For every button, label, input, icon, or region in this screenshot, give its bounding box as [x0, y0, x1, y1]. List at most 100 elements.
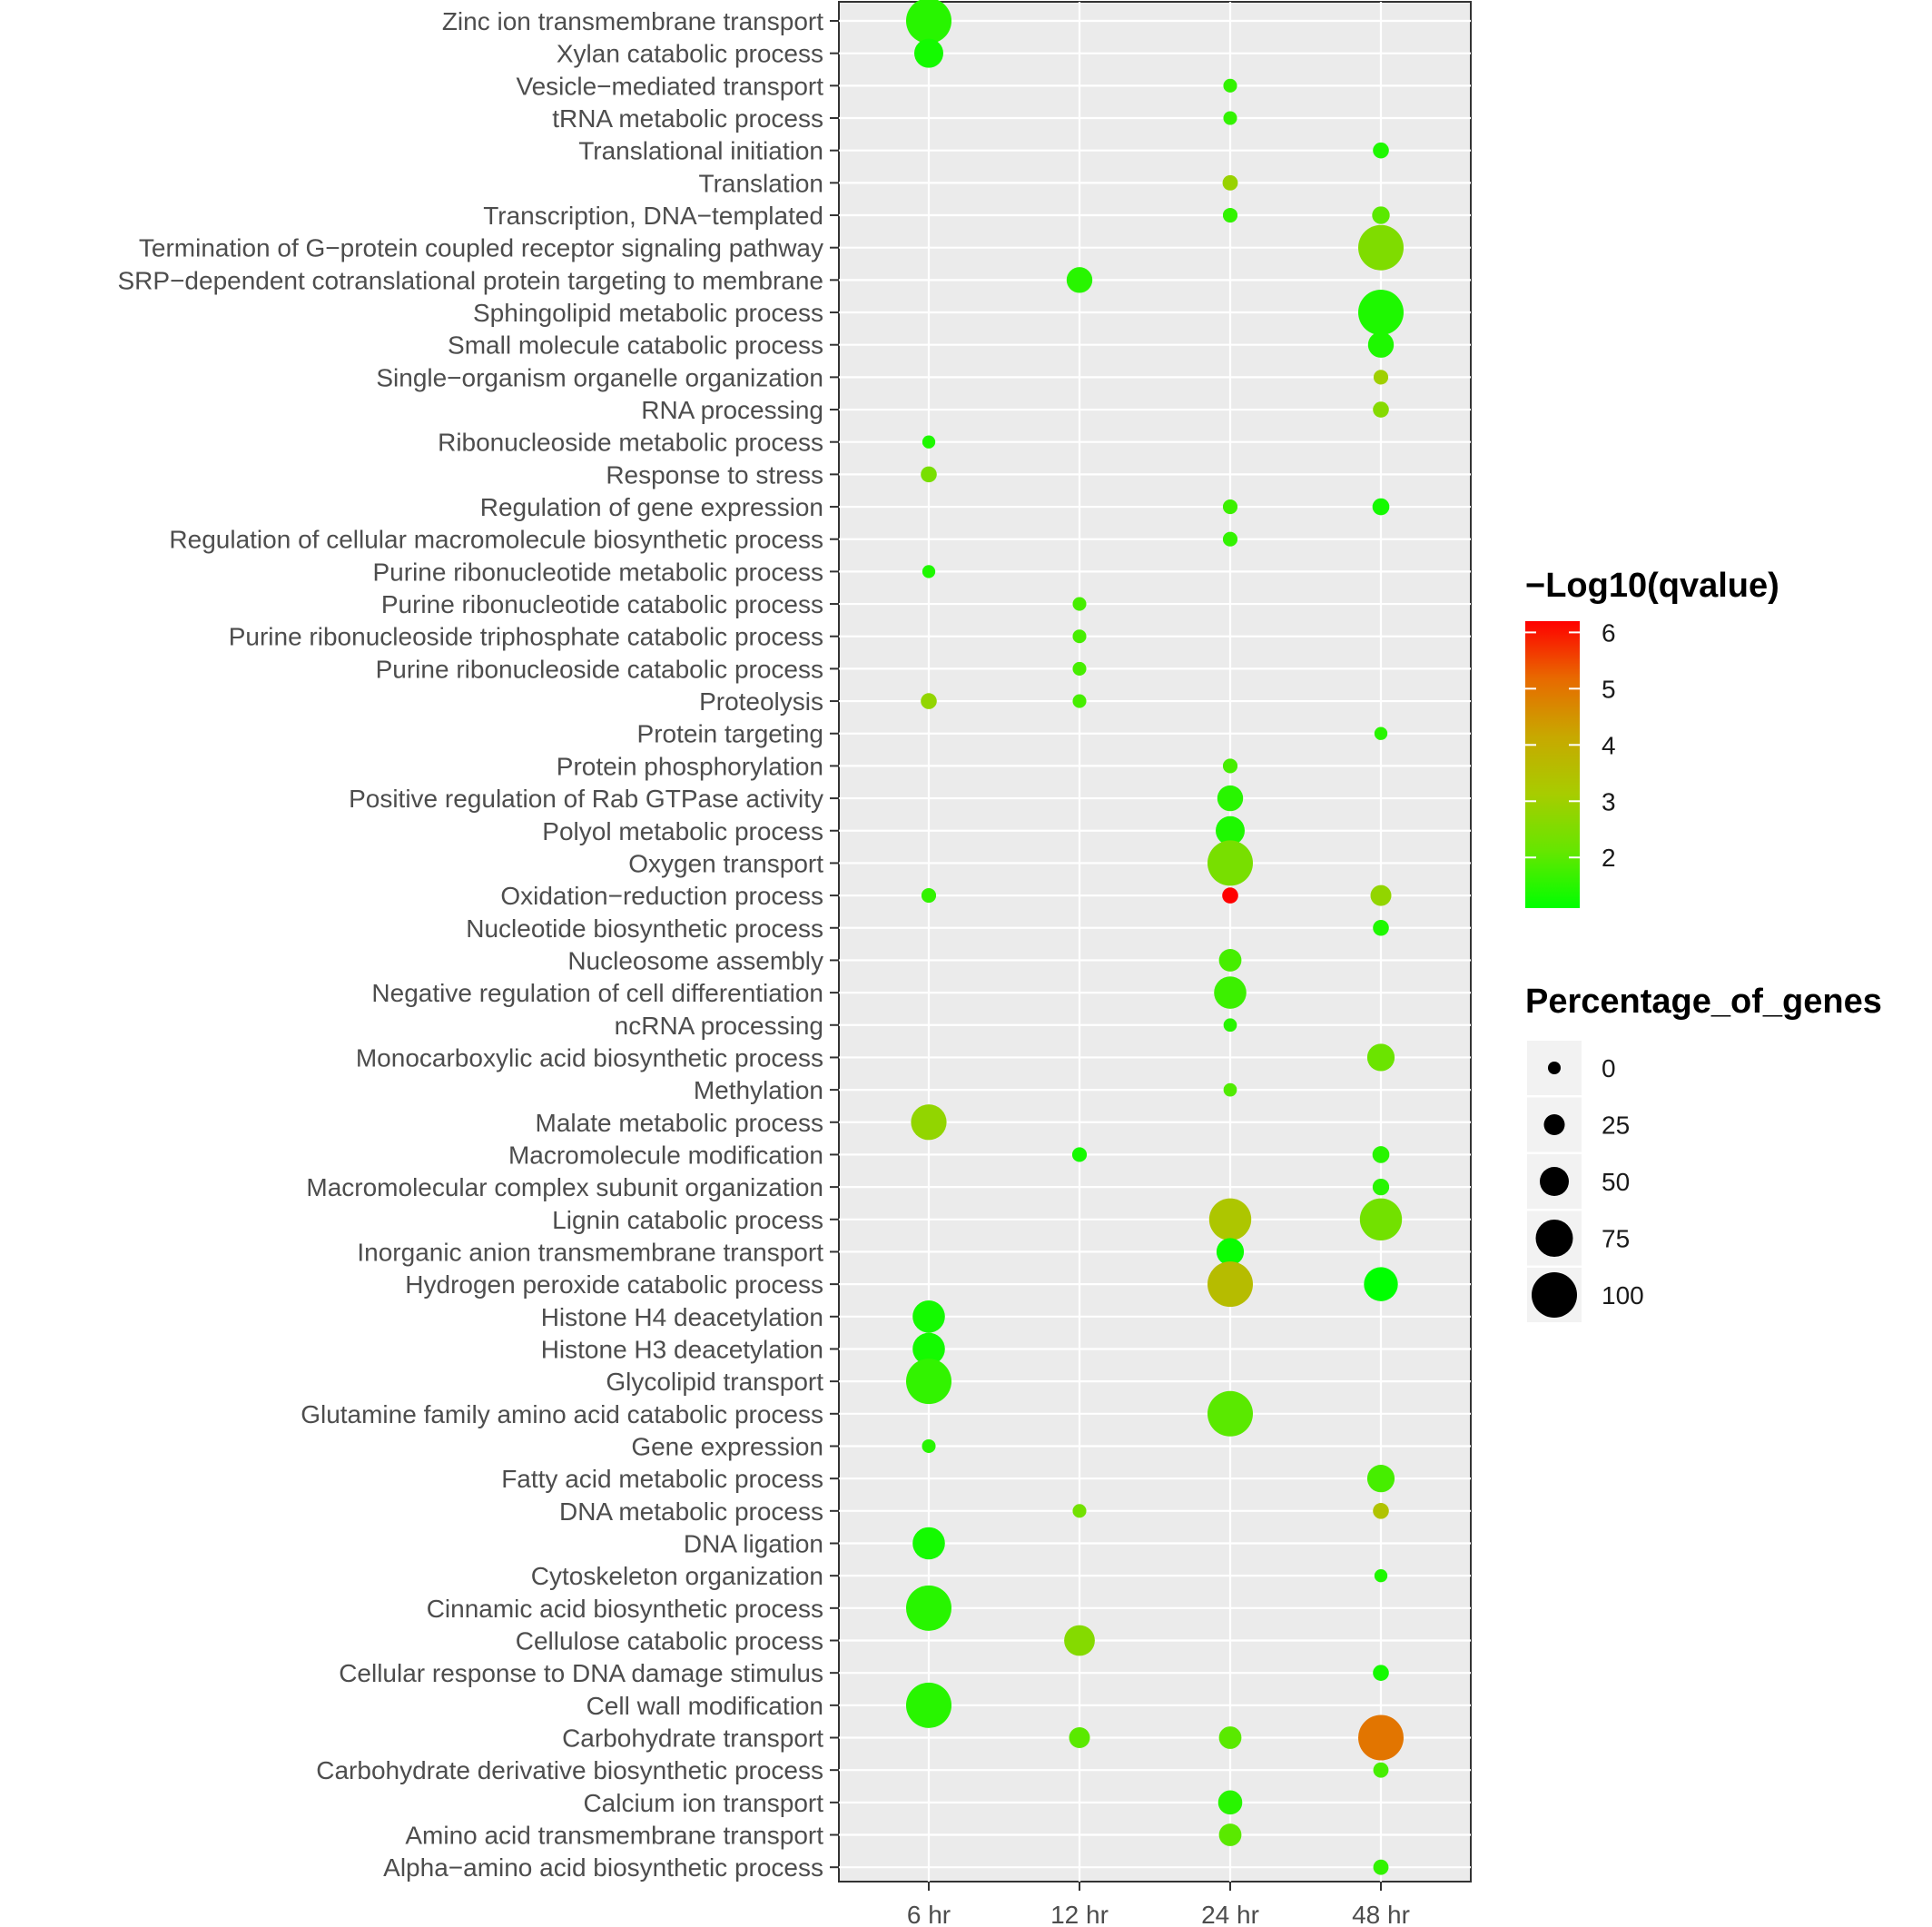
y-tick-label: Histone H3 deacetylation [541, 1335, 823, 1363]
x-tick-label: 24 hr [1201, 1901, 1259, 1927]
point-oxygen-transport-24-hr [1208, 840, 1253, 886]
point-regulation-of-gene-expression-24-hr [1222, 499, 1238, 515]
y-tick-label: Protein phosphorylation [557, 752, 823, 780]
size-key-label: 50 [1602, 1168, 1630, 1196]
size-key-label: 0 [1602, 1054, 1616, 1082]
y-tick-label: Small molecule catabolic process [448, 331, 823, 360]
color-tick-label: 6 [1602, 618, 1616, 647]
point-macromolecular-complex-subunit-organization-48-hr [1372, 1178, 1390, 1196]
size-key-label: 25 [1602, 1112, 1630, 1140]
point-methylation-24-hr [1223, 1082, 1237, 1097]
point-nucleotide-biosynthetic-process-48-hr [1373, 919, 1389, 936]
point-gene-expression-6-hr [922, 1438, 936, 1454]
point-cytoskeleton-organization-48-hr [1374, 1568, 1388, 1583]
y-tick-label: ncRNA processing [615, 1012, 823, 1040]
y-tick-label: Polyol metabolic process [542, 817, 823, 845]
y-tick-label: Cellular response to DNA damage stimulus [339, 1659, 823, 1687]
y-tick-label: Purine ribonucleoside catabolic process [376, 655, 823, 683]
point-oxidation-reduction-process-24-hr [1222, 887, 1238, 904]
point-cinnamic-acid-biosynthetic-process-6-hr [906, 1585, 951, 1631]
size-key-label: 75 [1602, 1225, 1630, 1253]
point-xylan-catabolic-process-6-hr [914, 38, 943, 68]
y-tick-label: Calcium ion transport [583, 1789, 823, 1817]
y-tick-label: Methylation [694, 1076, 823, 1104]
y-tick-label: Response to stress [606, 460, 823, 489]
point-glycolipid-transport-6-hr [906, 1359, 951, 1405]
y-tick-label: Inorganic anion transmembrane transport [357, 1238, 823, 1266]
y-tick-label: Oxygen transport [628, 849, 823, 877]
grid-lines [839, 2, 1471, 1882]
x-tick-label: 12 hr [1050, 1901, 1109, 1927]
point-fatty-acid-metabolic-process-48-hr [1366, 1465, 1395, 1493]
y-tick-label: Cell wall modification [586, 1692, 823, 1720]
y-tick-label: Oxidation−reduction process [500, 882, 823, 910]
point-vesicle-mediated-transport-24-hr [1223, 78, 1237, 93]
point-purine-ribonucleotide-metabolic-process-6-hr [922, 565, 936, 578]
point-calcium-ion-transport-24-hr [1217, 1790, 1243, 1815]
point-lignin-catabolic-process-48-hr [1359, 1198, 1403, 1240]
x-axis: 6 hr 12 hr 24 hr 48 hr [907, 1882, 1410, 1927]
point-regulation-of-gene-expression-48-hr [1372, 498, 1390, 516]
point-dna-metabolic-process-48-hr [1373, 1503, 1389, 1519]
y-tick-label: Regulation of cellular macromolecule bio… [169, 526, 823, 554]
y-tick-label: Purine ribonucleotide catabolic process [381, 590, 823, 618]
size-key-dot [1548, 1062, 1561, 1074]
y-tick-label: Purine ribonucleotide metabolic process [373, 558, 824, 586]
point-hydrogen-peroxide-catabolic-process-24-hr [1208, 1261, 1253, 1308]
point-translation-24-hr [1222, 174, 1238, 191]
size-legend-keys: 0 25 50 75 100 [1527, 1041, 1644, 1322]
point-regulation-of-cellular-macromolecule-biosynthetic-process-24-hr [1222, 531, 1238, 547]
point-purine-ribonucleotide-catabolic-process-12-hr [1072, 597, 1087, 611]
y-tick-label: Xylan catabolic process [557, 40, 823, 68]
point-histone-h3-deacetylation-6-hr [912, 1332, 945, 1366]
y-tick-label: Zinc ion transmembrane transport [442, 7, 823, 35]
point-alpha-amino-acid-biosynthetic-process-48-hr [1373, 1859, 1389, 1875]
y-tick-label: Malate metabolic process [536, 1109, 823, 1137]
point-proteolysis-6-hr [921, 693, 937, 709]
size-key-dot [1540, 1167, 1569, 1196]
point-protein-targeting-48-hr [1374, 726, 1388, 740]
size-key-label: 100 [1602, 1281, 1644, 1309]
y-tick-label: Vesicle−mediated transport [516, 72, 823, 100]
y-tick-label: Lignin catabolic process [552, 1206, 823, 1234]
y-tick-label: Regulation of gene expression [480, 493, 823, 521]
point-carbohydrate-transport-24-hr [1218, 1726, 1242, 1749]
color-tick-label: 4 [1602, 731, 1616, 759]
point-monocarboxylic-acid-biosynthetic-process-48-hr [1366, 1043, 1395, 1072]
size-legend-title: Percentage_of_genes [1525, 983, 1882, 1021]
y-tick-label: Fatty acid metabolic process [501, 1465, 823, 1493]
point-hydrogen-peroxide-catabolic-process-48-hr [1364, 1267, 1398, 1301]
y-tick-label: Positive regulation of Rab GTPase activi… [349, 785, 823, 813]
y-tick-label: DNA ligation [684, 1529, 823, 1557]
y-tick-label: Termination of G−protein coupled recepto… [139, 234, 823, 262]
y-axis: Zinc ion transmembrane transport Xylan ca… [118, 7, 839, 1882]
y-tick-label: Single−organism organelle organization [376, 363, 823, 391]
point-dna-ligation-6-hr [912, 1527, 945, 1560]
point-trna-metabolic-process-24-hr [1223, 111, 1237, 125]
y-tick-label: Sphingolipid metabolic process [473, 299, 823, 327]
y-tick-label: RNA processing [641, 396, 823, 424]
color-tick-label: 5 [1602, 675, 1616, 703]
y-tick-label: Macromolecule modification [508, 1141, 823, 1169]
point-purine-ribonucleoside-catabolic-process-12-hr [1072, 661, 1087, 676]
point-nucleosome-assembly-24-hr [1218, 949, 1242, 972]
y-tick-label: Macromolecular complex subunit organizat… [306, 1173, 823, 1201]
point-positive-regulation-of-rab-gtpase-activity-24-hr [1217, 785, 1244, 812]
y-tick-label: Protein targeting [637, 720, 823, 748]
point-cellulose-catabolic-process-12-hr [1064, 1625, 1095, 1656]
y-tick-label: Alpha−amino acid biosynthetic process [383, 1853, 823, 1882]
color-tick-label: 3 [1602, 787, 1616, 815]
y-tick-label: Monocarboxylic acid biosynthetic process [356, 1043, 823, 1072]
y-tick-label: Transcription, DNA−templated [483, 202, 823, 230]
color-legend-title: −Log10(qvalue) [1525, 567, 1779, 605]
y-tick-label: Purine ribonucleoside triphosphate catab… [229, 623, 823, 651]
point-rna-processing-48-hr [1373, 401, 1389, 418]
y-tick-label: Cinnamic acid biosynthetic process [427, 1595, 823, 1623]
y-tick-label: Ribonucleoside metabolic process [438, 429, 823, 457]
y-tick-label: Cytoskeleton organization [531, 1562, 823, 1590]
color-legend-bar [1525, 621, 1580, 908]
point-srp-dependent-cotranslational-protein-targeting-to-membrane-12-hr [1066, 267, 1093, 293]
size-key-dot [1532, 1272, 1577, 1318]
y-tick-label: Carbohydrate derivative biosynthetic pro… [316, 1756, 823, 1784]
y-tick-label: Amino acid transmembrane transport [405, 1822, 823, 1850]
